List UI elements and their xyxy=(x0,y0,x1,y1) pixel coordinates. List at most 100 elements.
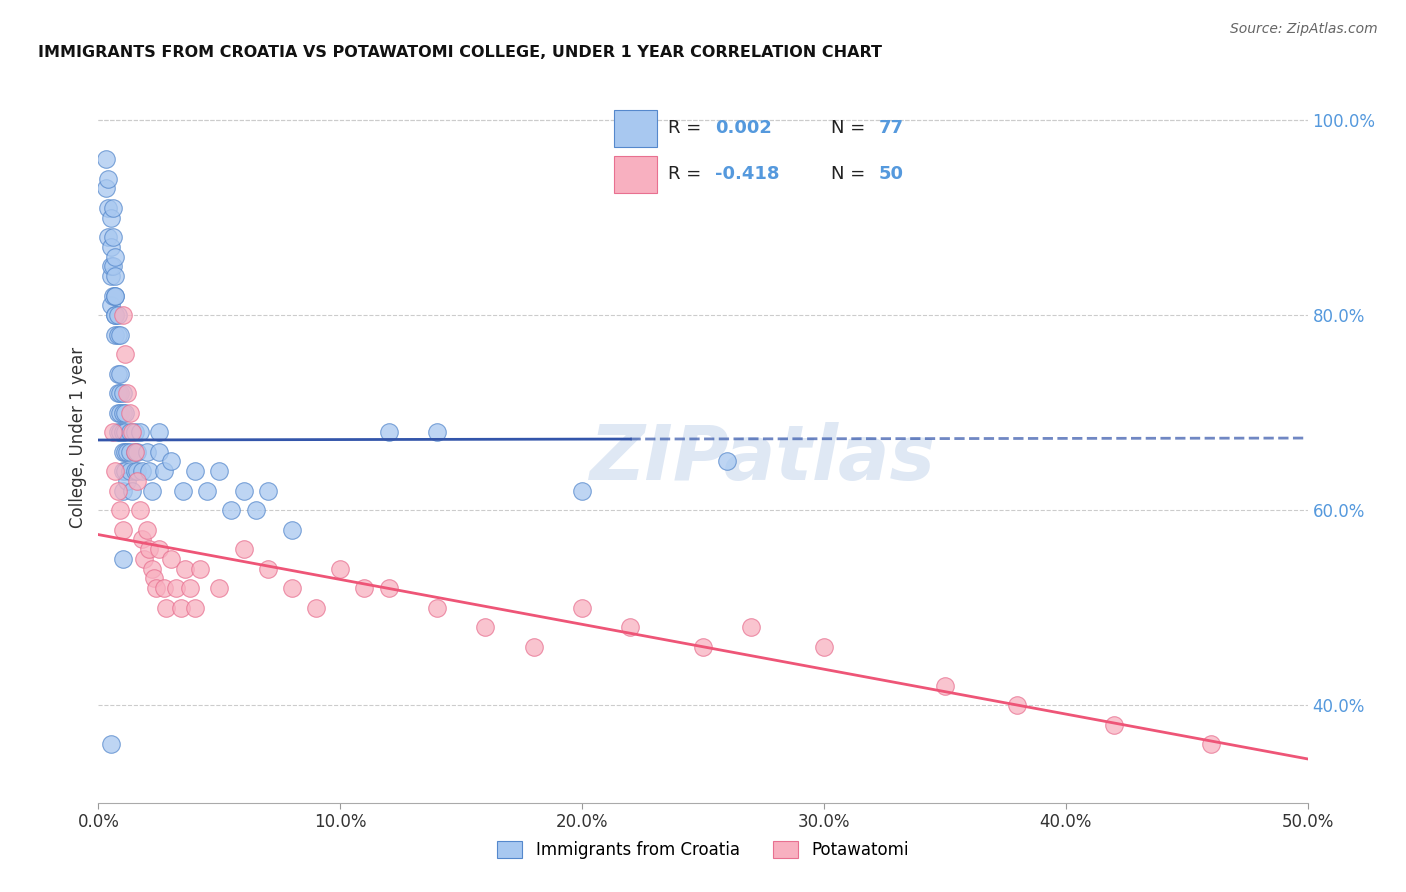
Point xyxy=(127,444,149,458)
Point xyxy=(934,679,956,693)
Point xyxy=(97,230,120,244)
Point xyxy=(152,464,174,478)
Point xyxy=(111,523,134,537)
Point xyxy=(232,542,254,557)
Point xyxy=(97,201,120,215)
Point xyxy=(135,444,157,458)
Point xyxy=(377,581,399,595)
Point xyxy=(256,483,278,498)
Y-axis label: College, Under 1 year: College, Under 1 year xyxy=(69,346,87,528)
Point xyxy=(138,542,160,557)
Point xyxy=(101,201,124,215)
Point xyxy=(100,298,122,312)
Point xyxy=(104,308,127,322)
Point xyxy=(101,425,124,440)
Point xyxy=(160,552,183,566)
Point xyxy=(208,464,231,478)
Point xyxy=(221,503,243,517)
Point xyxy=(114,425,136,440)
Point xyxy=(101,288,124,302)
Legend: Immigrants from Croatia, Potawatomi: Immigrants from Croatia, Potawatomi xyxy=(489,833,917,868)
Text: IMMIGRANTS FROM CROATIA VS POTAWATOMI COLLEGE, UNDER 1 YEAR CORRELATION CHART: IMMIGRANTS FROM CROATIA VS POTAWATOMI CO… xyxy=(38,45,882,61)
Point xyxy=(692,640,714,654)
Point xyxy=(114,444,136,458)
Point xyxy=(155,600,177,615)
Point xyxy=(100,260,122,274)
Point xyxy=(107,327,129,342)
Point xyxy=(740,620,762,634)
Point xyxy=(104,327,127,342)
Point xyxy=(141,483,163,498)
Point xyxy=(124,425,146,440)
Point xyxy=(97,171,120,186)
Point xyxy=(813,640,835,654)
Point xyxy=(107,406,129,420)
Point xyxy=(124,464,146,478)
Point xyxy=(111,308,134,322)
Point xyxy=(127,464,149,478)
Point xyxy=(121,425,143,440)
Point xyxy=(111,552,134,566)
Point xyxy=(160,454,183,468)
Point xyxy=(117,474,139,488)
Point xyxy=(143,572,166,586)
Point xyxy=(107,425,129,440)
Point xyxy=(281,581,304,595)
Point xyxy=(138,464,160,478)
Point xyxy=(245,503,267,517)
Point xyxy=(188,562,211,576)
Point xyxy=(571,483,593,498)
Point xyxy=(108,425,131,440)
Point xyxy=(148,542,170,557)
Point xyxy=(118,425,141,440)
Point xyxy=(100,211,122,225)
Point xyxy=(107,308,129,322)
Point xyxy=(148,425,170,440)
Point xyxy=(108,503,131,517)
Point xyxy=(281,523,304,537)
Point xyxy=(111,483,134,498)
Point xyxy=(127,474,149,488)
Point xyxy=(124,444,146,458)
Point xyxy=(184,464,207,478)
Point xyxy=(118,464,141,478)
Point xyxy=(571,600,593,615)
Point xyxy=(619,620,641,634)
Point xyxy=(179,581,201,595)
Point xyxy=(104,269,127,284)
Point xyxy=(135,523,157,537)
Point xyxy=(426,425,449,440)
Point xyxy=(104,464,127,478)
Point xyxy=(145,581,167,595)
Point xyxy=(208,581,231,595)
Point xyxy=(111,386,134,401)
Point xyxy=(305,600,328,615)
Point xyxy=(329,562,352,576)
Point xyxy=(426,600,449,615)
Point xyxy=(474,620,496,634)
Point xyxy=(107,386,129,401)
Point xyxy=(141,562,163,576)
Point xyxy=(104,288,127,302)
Point xyxy=(232,483,254,498)
Point xyxy=(377,425,399,440)
Point xyxy=(716,454,738,468)
Point xyxy=(100,269,122,284)
Point xyxy=(172,483,194,498)
Point xyxy=(114,464,136,478)
Point xyxy=(1199,737,1222,751)
Point xyxy=(104,288,127,302)
Point xyxy=(148,444,170,458)
Point xyxy=(114,347,136,361)
Point xyxy=(131,533,153,547)
Point xyxy=(117,444,139,458)
Point xyxy=(131,464,153,478)
Point xyxy=(353,581,375,595)
Point xyxy=(118,444,141,458)
Point xyxy=(108,327,131,342)
Point xyxy=(174,562,197,576)
Point xyxy=(165,581,187,595)
Point xyxy=(128,503,150,517)
Point xyxy=(94,181,117,195)
Point xyxy=(169,600,191,615)
